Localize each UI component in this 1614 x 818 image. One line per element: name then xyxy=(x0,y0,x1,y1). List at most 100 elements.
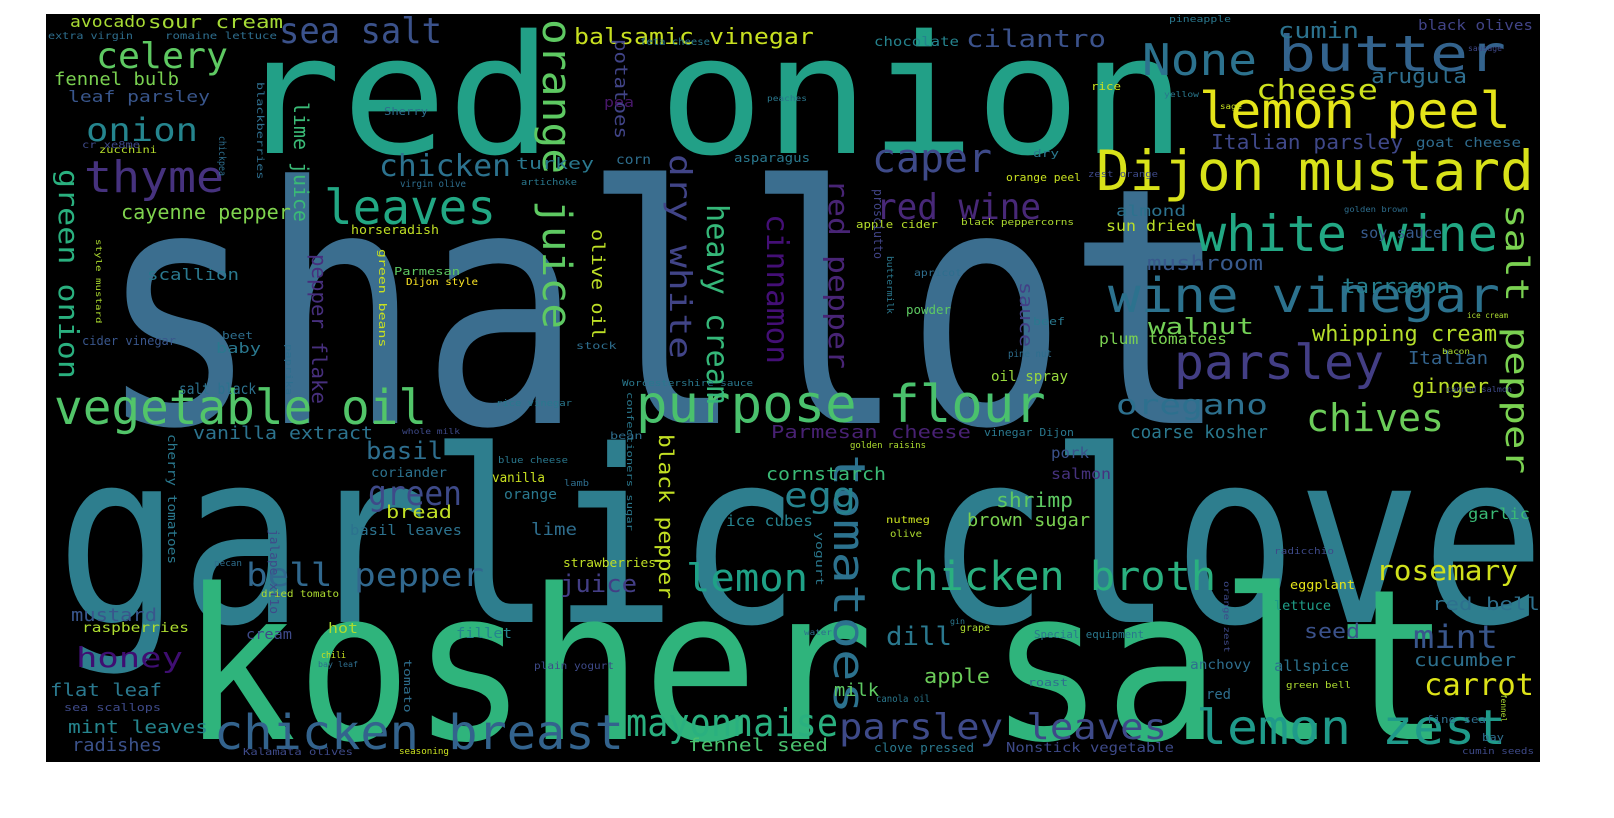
word-leaves: leaves xyxy=(324,180,497,236)
word-juice: juice xyxy=(560,570,638,598)
word-italian: Italian xyxy=(1408,348,1489,369)
word-seed: seed xyxy=(1304,619,1361,643)
word-garlic: garlic xyxy=(1468,505,1530,523)
word-pecan: pecan xyxy=(214,559,242,569)
word-chicken: chicken xyxy=(379,149,512,184)
word-brown-sugar: brown sugar xyxy=(967,510,1091,531)
word-dried-tomato: dried tomato xyxy=(261,589,340,600)
word-cayenne-pepper: cayenne pepper xyxy=(121,200,291,224)
word-black-peppercorns: black peppercorns xyxy=(961,218,1075,228)
word-lime: lime xyxy=(531,520,577,540)
word-chili: chili xyxy=(321,651,347,661)
word-baby: baby xyxy=(216,341,262,357)
word-parsley: parsley xyxy=(1174,335,1384,391)
word-balsamic-vinegar: balsamic vinegar xyxy=(574,25,814,50)
word-grape: grape xyxy=(960,623,990,634)
word-seasoning: seasoning xyxy=(399,747,450,757)
word-nutmeg: nutmeg xyxy=(886,515,931,526)
word-allspice: allspice xyxy=(1274,657,1349,675)
word-romaine-lettuce: romaine lettuce xyxy=(165,31,277,42)
word-beef: beef xyxy=(1033,315,1066,328)
word-bacon: bacon xyxy=(1442,347,1470,356)
word-scallion: scallion xyxy=(147,265,240,284)
word-confectioners-sugar: confectioners sugar xyxy=(624,392,634,531)
word-vanilla-extract: vanilla extract xyxy=(193,423,373,444)
word-artichoke: artichoke xyxy=(521,178,578,188)
word-orange-juice: orange juice xyxy=(533,19,579,330)
word-bay-leaf: bay leaf xyxy=(318,660,358,669)
word-cloud: shallot garlic clove kosher salt red onion D… xyxy=(46,14,1540,762)
word-mushroom: mushroom xyxy=(1147,251,1263,275)
word-ice-cream: ice cream xyxy=(1467,311,1509,320)
word-olive-oil: olive oil xyxy=(587,229,608,340)
word-dijon-style: Dijon style xyxy=(406,277,478,288)
word-tomato: tomato xyxy=(401,659,414,713)
word-mint: mint xyxy=(1413,618,1498,656)
word-sour-cream: sour cream xyxy=(148,14,284,33)
word-basil-leaves: basil leaves xyxy=(350,523,462,539)
word-turkey: turkey xyxy=(516,154,595,173)
word-golden-brown: golden brown xyxy=(1344,205,1408,214)
word-bay: bay xyxy=(1482,731,1505,744)
word-blackberries: blackberries xyxy=(254,82,265,180)
word-rosemary: rosemary xyxy=(1376,554,1519,587)
word-lamb: lamb xyxy=(564,479,590,489)
word-radishes: radishes xyxy=(72,735,162,756)
word-virgin-olive: virgin olive xyxy=(400,179,466,190)
word-yellow: yellow xyxy=(1164,90,1200,99)
word-dill: dill xyxy=(886,622,953,652)
word-celery: celery xyxy=(96,36,228,77)
word-salt-black: salt black xyxy=(179,380,257,398)
word-red-pepper: red pepper xyxy=(822,179,855,369)
word-whipping-cream: whipping cream xyxy=(1312,322,1498,347)
word-leaf-parsley: leaf parsley xyxy=(68,87,210,106)
word-dry: dry xyxy=(1033,147,1059,160)
word-black-pepper: black pepper xyxy=(654,434,678,600)
word-chicken-broth: chicken broth xyxy=(888,554,1217,600)
word-canola-oil: canola oil xyxy=(876,694,931,705)
word-asparagus: asparagus xyxy=(734,151,811,165)
word-anchovy: anchovy xyxy=(1190,658,1251,673)
word-peaches: peaches xyxy=(767,94,807,103)
word-ice-cubes: ice cubes xyxy=(726,512,813,530)
word-feta-cheese: feta cheese xyxy=(640,37,711,48)
word-none: None xyxy=(1142,35,1257,86)
word-cucumber: cucumber xyxy=(1414,650,1516,671)
word-chocolate: chocolate xyxy=(874,35,959,50)
word-shallot: shallot xyxy=(98,117,1229,501)
word-stock: stock xyxy=(576,341,617,352)
word-cheese: cheese xyxy=(1256,73,1378,106)
word-cinnamon: cinnamon xyxy=(759,214,794,364)
word-coarse-kosher: coarse kosher xyxy=(1130,422,1268,443)
word-radicchio: radicchio xyxy=(1274,547,1335,557)
word-corn: corn xyxy=(616,153,652,168)
word-lettuce: lettuce xyxy=(1274,599,1331,614)
word-garlic-clove: garlic clove xyxy=(56,399,1540,679)
word-pineapple: pineapple xyxy=(1169,15,1232,25)
word-pork: pork xyxy=(1051,444,1090,462)
word-raspberries: raspberries xyxy=(82,621,190,636)
word-sun-dried: sun dried xyxy=(1106,217,1196,235)
word-honey: honey xyxy=(76,641,183,674)
word-plain-yogurt: plain yogurt xyxy=(534,661,614,672)
word-prosciutto: prosciutto xyxy=(871,189,885,260)
word-soy-sauce: soy sauce xyxy=(1360,224,1443,242)
word-parmesan: Parmesan xyxy=(394,265,461,278)
word-mustard: mustard xyxy=(71,605,158,626)
word-apricot: apricot xyxy=(914,268,963,279)
word-salt-pepper: salt pepper xyxy=(1498,204,1536,474)
word-fennel: fennel xyxy=(1499,694,1508,723)
word-bread: bread xyxy=(386,502,453,523)
word-sauce: sauce xyxy=(1015,282,1036,348)
word-mint-leaves: mint leaves xyxy=(68,717,208,738)
word-roast: roast xyxy=(1028,676,1069,689)
word-cr-xe8me: cr xe8me xyxy=(82,140,140,151)
word-lemon: lemon xyxy=(686,556,809,600)
word-strawberries: strawberries xyxy=(563,556,657,570)
word-orange-zest: orange zest xyxy=(1222,581,1231,653)
word-avocado: avocado xyxy=(70,14,147,31)
word-pepper-flake: pepper flake xyxy=(307,254,331,404)
word-salmon: salmon xyxy=(1051,465,1111,483)
word-olive: olive xyxy=(890,529,923,540)
word-lemon-zest: lemon zest xyxy=(1196,700,1507,756)
